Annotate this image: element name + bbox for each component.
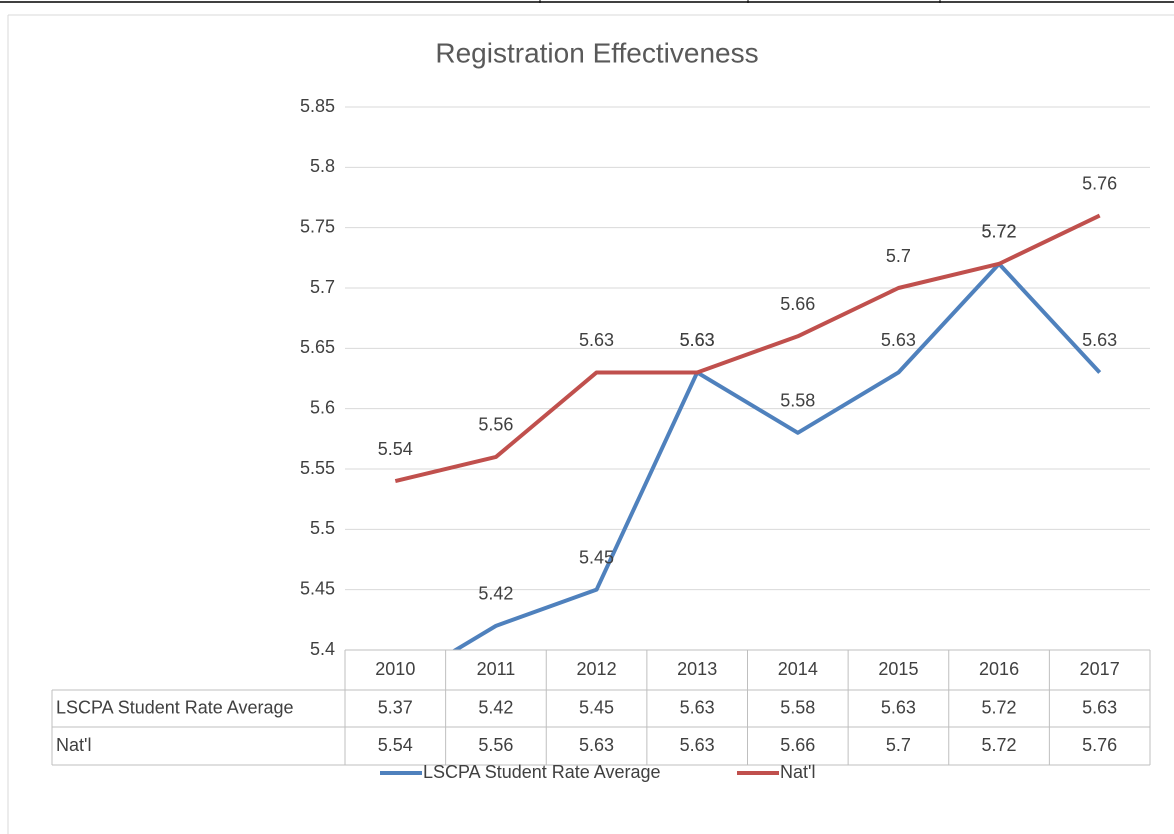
x-tick-label: 2014 [778,659,818,679]
y-tick-label: 5.45 [300,578,335,598]
table-cell: 5.45 [579,697,614,717]
x-tick-label: 2010 [375,659,415,679]
table-cell: 5.7 [886,735,911,755]
data-label: 5.58 [780,391,815,411]
table-cell: 5.63 [579,735,614,755]
series-line [451,261,1102,650]
x-tick-label: 2015 [878,659,918,679]
data-label: 5.63 [881,330,916,350]
y-tick-label: 5.8 [310,156,335,176]
data-label: 5.66 [780,294,815,314]
table-cell: 5.37 [378,697,413,717]
table-cell: 5.63 [680,735,715,755]
table-cell: 5.63 [1082,697,1117,717]
grid: 5.85 5.8 5.75 5.7 5.65 5.6 5.55 5.5 5.45 5.4 [300,96,1150,659]
y-tick-label: 5.75 [300,216,335,236]
table-cell: 5.58 [780,697,815,717]
y-tick-label: 5.85 [300,96,335,116]
legend-label: LSCPA Student Rate Average [423,762,661,782]
series-line [394,213,1101,484]
data-label: 5.72 [982,222,1017,242]
data-label: 5.72 [982,222,1017,242]
y-tick-label: 5.4 [310,639,335,659]
plot-area [394,213,1102,650]
table-cell: 5.66 [780,735,815,755]
table-cell: 5.72 [982,735,1017,755]
table-cell: 5.72 [982,697,1017,717]
data-label: 5.76 [1082,173,1117,193]
data-label: 5.54 [378,439,413,459]
x-tick-label: 2016 [979,659,1019,679]
data-label: 5.63 [1082,330,1117,350]
y-tick-label: 5.55 [300,458,335,478]
annotations: 2010 2011 2012 2013 2014 2015 2016 2017 LSCPA St… [51,173,1151,782]
x-tick-label: 2012 [577,659,617,679]
table-row-label: Nat'l [56,735,91,755]
data-label: 5.56 [478,415,513,435]
table-cell: 5.76 [1082,735,1117,755]
table-cell: 5.42 [478,697,513,717]
table-cell: 5.54 [378,735,413,755]
y-tick-label: 5.6 [310,397,335,417]
data-label: 5.63 [680,330,715,350]
table-cell: 5.63 [680,697,715,717]
y-tick-label: 5.5 [310,518,335,538]
table-cell: 5.56 [478,735,513,755]
table-cell: 5.63 [881,697,916,717]
x-tick-label: 2013 [677,659,717,679]
data-label: 5.63 [680,330,715,350]
legend-label: Nat'l [780,762,815,782]
x-tick-label: 2011 [477,659,516,679]
table-row-label: LSCPA Student Rate Average [56,697,294,717]
data-label: 5.45 [579,547,614,567]
data-label: 5.42 [478,584,513,604]
chart-title: Registration Effectiveness [435,37,758,68]
x-tick-label: 2017 [1080,659,1120,679]
data-label: 5.7 [886,246,911,266]
y-tick-label: 5.7 [310,277,335,297]
data-label: 5.63 [579,330,614,350]
y-tick-label: 5.65 [300,337,335,357]
